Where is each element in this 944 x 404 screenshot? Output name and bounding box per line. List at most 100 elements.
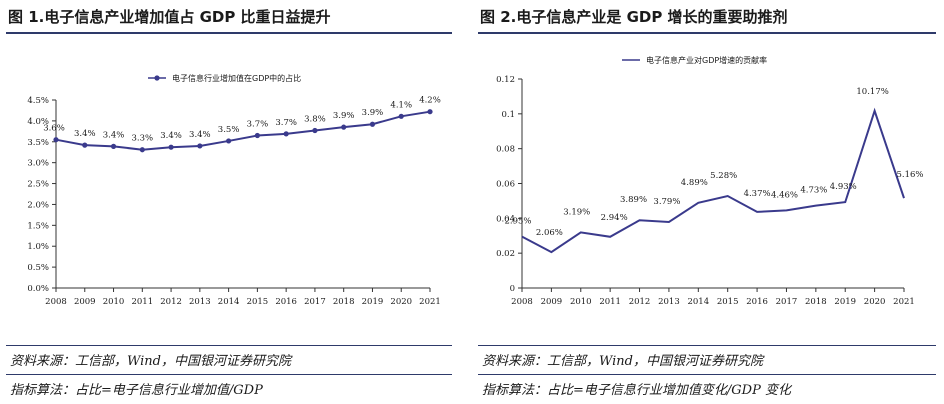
data-label: 3.79% bbox=[653, 197, 680, 207]
data-label: 3.4% bbox=[189, 130, 211, 140]
data-label: 4.37% bbox=[744, 189, 771, 199]
x-tick-label: 2016 bbox=[746, 297, 768, 307]
data-point bbox=[283, 131, 289, 137]
data-label: 3.7% bbox=[247, 120, 269, 130]
y-tick-label: 4.0% bbox=[27, 117, 49, 127]
data-label: 2.94% bbox=[601, 213, 628, 223]
data-label: 4.2% bbox=[419, 96, 441, 106]
x-tick-label: 2008 bbox=[45, 297, 67, 307]
data-point bbox=[110, 143, 117, 149]
title-rule bbox=[6, 32, 452, 34]
y-tick-label: 2.0% bbox=[27, 200, 49, 210]
data-label: 3.19% bbox=[563, 207, 590, 217]
series-line bbox=[521, 107, 905, 254]
data-label: 3.3% bbox=[132, 134, 154, 144]
source-note: 资料来源：工信部，Wind，中国银河证券研究院 bbox=[10, 354, 291, 369]
data-label: 5.16% bbox=[896, 170, 923, 180]
y-tick-label: 0.1 bbox=[501, 110, 515, 120]
y-tick-label: 1.5% bbox=[27, 221, 49, 231]
x-tick-label: 2015 bbox=[247, 297, 269, 307]
data-point bbox=[369, 121, 376, 127]
x-tick-label: 2015 bbox=[717, 297, 739, 307]
right-line-chart: 0 0.02 0.04 0.06 0.08 0.1 0.12 2008 2009 2010 2011… bbox=[496, 55, 923, 307]
legend-label: 电子信息行业增加值在GDP中的占比 bbox=[172, 73, 301, 83]
data-point bbox=[427, 109, 433, 115]
x-tick-label: 2019 bbox=[362, 297, 384, 307]
data-label: 3.4% bbox=[160, 131, 182, 141]
data-label: 3.4% bbox=[74, 129, 96, 139]
x-tick-label: 2012 bbox=[160, 297, 182, 307]
y-tick-label: 0.04 bbox=[496, 214, 515, 224]
data-point bbox=[53, 137, 59, 143]
y-tick-label: 3.0% bbox=[27, 159, 49, 169]
x-tick-label: 2019 bbox=[834, 297, 856, 307]
y-tick-label: 4.5% bbox=[27, 96, 49, 106]
data-point bbox=[254, 132, 260, 139]
footer-divider bbox=[478, 374, 936, 375]
x-tick-label: 2014 bbox=[218, 297, 240, 307]
data-point bbox=[139, 147, 145, 153]
y-tick-label: 3.5% bbox=[27, 138, 49, 148]
y-tick-label: 2.5% bbox=[27, 180, 49, 190]
data-label: 3.9% bbox=[333, 111, 355, 121]
data-label: 4.73% bbox=[800, 186, 827, 196]
chart-title: 图 1.电子信息产业增加值占 GDP 比重日益提升 bbox=[8, 8, 331, 26]
x-tick-label: 2009 bbox=[74, 297, 96, 307]
data-label: 3.6% bbox=[43, 124, 65, 134]
method-note: 指标算法：占比=电子信息行业增加值变化/GDP 变化 bbox=[482, 383, 791, 398]
data-point bbox=[226, 138, 232, 144]
series-line bbox=[55, 110, 431, 151]
data-label: 2.06% bbox=[536, 228, 563, 238]
data-label: 3.7% bbox=[275, 118, 297, 128]
x-tick-label: 2021 bbox=[419, 297, 441, 307]
data-point bbox=[168, 144, 174, 150]
y-tick-label: 0.02 bbox=[496, 249, 515, 259]
x-tick-label: 2017 bbox=[776, 297, 798, 307]
data-label: 3.89% bbox=[620, 195, 647, 205]
data-point bbox=[398, 113, 404, 119]
y-tick-label: 0.5% bbox=[27, 263, 49, 273]
title-rule bbox=[478, 32, 936, 34]
x-tick-label: 2020 bbox=[390, 297, 412, 307]
legend-label: 电子信息产业对GDP增速的贡献率 bbox=[646, 55, 767, 65]
x-tick-label: 2011 bbox=[599, 297, 621, 307]
x-tick-label: 2017 bbox=[304, 297, 326, 307]
right-panel: 图 2.电子信息产业是 GDP 增长的重要助推剂 0 0.02 0.04 0.06 0.… bbox=[472, 0, 944, 404]
data-label: 4.46% bbox=[771, 190, 798, 200]
data-label: 3.5% bbox=[218, 125, 240, 135]
y-tick-label: 0.12 bbox=[496, 75, 515, 85]
x-tick-label: 2010 bbox=[103, 297, 125, 307]
x-tick-label: 2018 bbox=[805, 297, 827, 307]
data-point bbox=[312, 127, 318, 134]
data-label: 4.1% bbox=[390, 100, 412, 110]
data-point bbox=[341, 124, 347, 130]
footer-divider bbox=[478, 345, 936, 346]
data-label: 3.9% bbox=[362, 108, 384, 118]
data-label: 10.17% bbox=[856, 87, 888, 97]
x-tick-label: 2012 bbox=[629, 297, 651, 307]
x-tick-label: 2011 bbox=[131, 297, 153, 307]
x-tick-label: 2020 bbox=[864, 297, 886, 307]
data-label: 5.28% bbox=[710, 171, 737, 181]
data-label: 2.95% bbox=[504, 217, 531, 227]
x-tick-label: 2013 bbox=[189, 297, 211, 307]
x-tick-label: 2021 bbox=[893, 297, 915, 307]
legend: 电子信息产业对GDP增速的贡献率 bbox=[622, 55, 767, 65]
left-panel: 图 1.电子信息产业增加值占 GDP 比重日益提升 0.0% 0.5% 1.0% 1.… bbox=[0, 0, 460, 404]
data-point bbox=[197, 143, 203, 149]
footer-divider bbox=[6, 374, 452, 375]
footer-divider bbox=[6, 345, 452, 346]
data-label: 3.8% bbox=[304, 114, 326, 124]
y-tick-label: 1.0% bbox=[27, 242, 49, 252]
data-label: 4.93% bbox=[830, 182, 857, 192]
source-note: 资料来源：工信部，Wind，中国银河证券研究院 bbox=[482, 354, 763, 369]
x-tick-label: 2014 bbox=[687, 297, 709, 307]
y-tick-label: 0.0% bbox=[27, 284, 49, 294]
data-label: 4.89% bbox=[681, 178, 708, 188]
legend-marker bbox=[154, 75, 160, 81]
x-tick-label: 2008 bbox=[511, 297, 533, 307]
y-tick-label: 0.08 bbox=[496, 145, 515, 155]
left-line-chart: 0.0% 0.5% 1.0% 1.5% 2.0% 2.5% 3.0% 3.5% 4.0% 4.5%… bbox=[27, 73, 441, 307]
x-tick-label: 2009 bbox=[541, 297, 563, 307]
data-point bbox=[82, 142, 88, 148]
